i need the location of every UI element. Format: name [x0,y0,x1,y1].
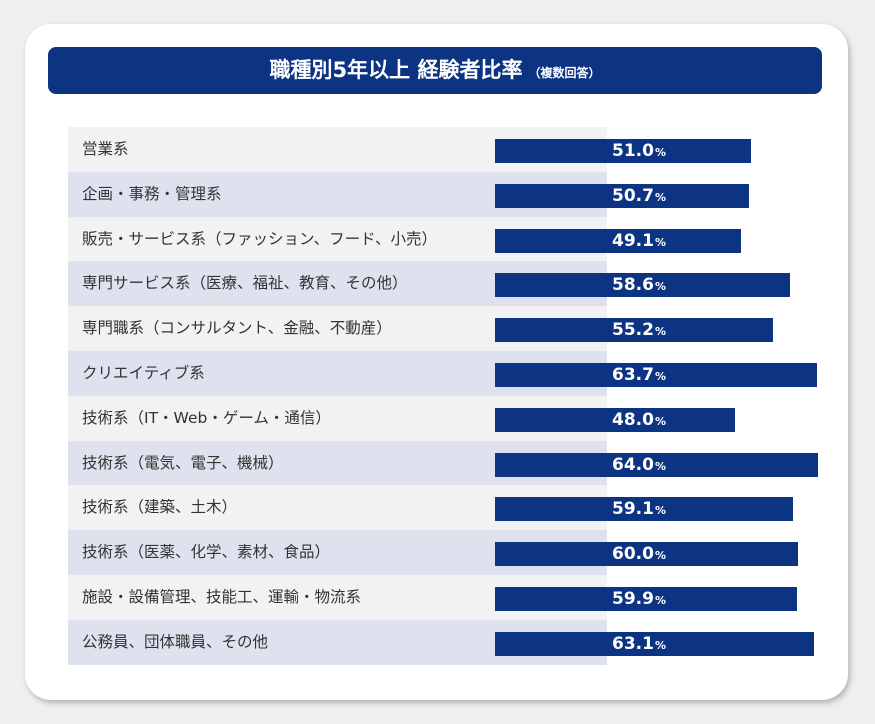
value-label: 60.0% [612,544,666,565]
category-label: 営業系 [82,140,129,158]
bar [495,183,750,208]
category-label: 販売・サービス系（ファッション、フード、小売） [82,229,437,248]
bar [495,587,798,611]
bar [495,318,773,343]
title-text: 職種別5年以上 経験者比率 [269,58,523,82]
category-label: 専門職系（コンサルタント、金融、不動産） [82,319,392,338]
title-subtitle: （複数回答） [528,66,601,80]
value-label: 59.1% [612,499,666,520]
chart-title: 職種別5年以上 経験者比率 （複数回答） [48,47,822,94]
category-label: 施設・設備管理、技能工、運輸・物流系 [82,588,362,606]
category-label: 技術系（医薬、化学、素材、食品） [82,543,331,562]
value-label: 50.7% [612,185,666,206]
value-label: 58.6% [612,275,666,296]
category-label: 公務員、団体職員、その他 [82,632,269,651]
value-label: 63.1% [612,633,666,654]
category-label: 企画・事務・管理系 [82,184,222,203]
value-label: 48.0% [612,409,666,430]
bar [495,273,791,298]
bar [495,407,736,432]
value-label: 51.0% [612,141,666,161]
category-label: 技術系（建築、土木） [82,498,238,517]
bar [495,631,814,656]
bar [495,228,741,253]
bar [495,497,793,522]
category-label: 技術系（電気、電子、機械） [82,453,284,472]
category-label: 技術系（IT・Web・ゲーム・通信） [82,408,331,427]
value-label: 63.7% [612,365,666,385]
value-label: 64.0% [612,454,666,475]
value-label: 59.9% [612,589,666,609]
category-label: クリエイティブ系 [82,364,205,382]
value-label: 55.2% [612,320,666,341]
bar [495,452,819,477]
bar [495,363,817,387]
bar [495,542,798,567]
value-label: 49.1% [612,230,666,251]
bar [495,139,751,163]
category-label: 専門サービス系（医療、福祉、教育、その他） [82,274,408,293]
